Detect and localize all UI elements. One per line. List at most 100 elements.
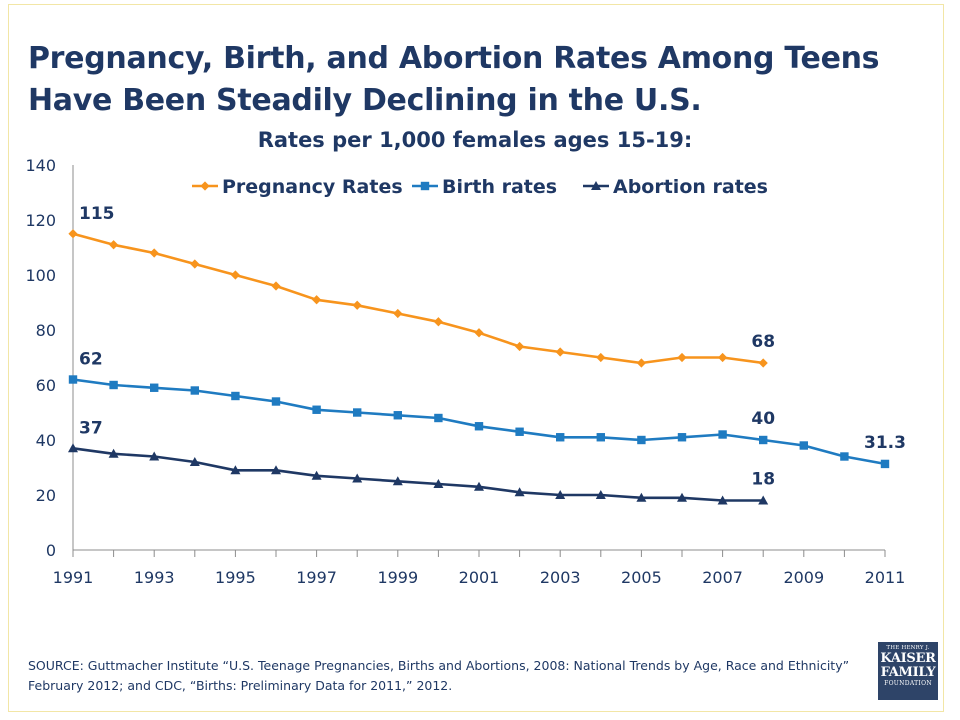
birth-rates-point xyxy=(596,433,605,442)
data-label: 62 xyxy=(79,350,103,370)
chart-subtitle: Rates per 1,000 females ages 15-19: xyxy=(257,128,693,152)
y-tick-label: 80 xyxy=(36,321,56,340)
birth-rates-point xyxy=(109,380,118,390)
y-tick-label: 100 xyxy=(25,266,56,285)
pregnancy-rates-line xyxy=(72,232,764,365)
logo-line-2: KAISER xyxy=(880,651,936,666)
pregnancy-rates-point xyxy=(149,248,159,258)
birth-rates-point xyxy=(799,441,808,450)
y-tick-label: 20 xyxy=(36,486,56,505)
abortion-rates-point xyxy=(149,451,160,461)
abortion-rates-point xyxy=(758,495,769,505)
pregnancy-rates-point xyxy=(433,317,443,327)
birth-rates-point xyxy=(718,430,727,439)
source-note: SOURCE: Guttmacher Institute “U.S. Teena… xyxy=(28,656,878,696)
pregnancy-rates-point xyxy=(312,295,322,305)
x-tick-label: 1995 xyxy=(215,568,256,587)
data-label: 68 xyxy=(751,332,775,352)
y-tick-label: 0 xyxy=(46,541,56,560)
legend-pregnancy-rates-label: Pregnancy Rates xyxy=(222,176,403,198)
pregnancy-rates-point xyxy=(596,352,606,363)
abortion-rates-point xyxy=(636,492,647,502)
abortion-rates-point xyxy=(230,465,241,475)
birth-rates-point xyxy=(434,413,443,423)
birth-rates-point xyxy=(474,422,484,431)
legend-birth-rates-marker xyxy=(420,181,430,191)
kaiser-family-foundation-logo: THE HENRY J. KAISER FAMILY FOUNDATION xyxy=(878,642,938,700)
abortion-rates-point xyxy=(311,470,322,480)
x-tick-label: 1999 xyxy=(377,568,418,587)
pregnancy-rates-point xyxy=(109,240,119,250)
abortion-rates-point xyxy=(68,443,78,453)
abortion-rates-point xyxy=(595,490,606,499)
abortion-rates-point xyxy=(352,473,363,483)
birth-rates-point xyxy=(677,433,687,442)
y-tick-label: 120 xyxy=(25,211,56,230)
pregnancy-rates-point xyxy=(271,281,281,291)
birth-rates-point xyxy=(68,375,78,384)
data-label: 115 xyxy=(79,204,115,224)
abortion-rates-point xyxy=(514,487,525,497)
x-tick-label: 1991 xyxy=(53,568,94,587)
pregnancy-rates-point xyxy=(68,229,78,239)
birth-rates-point xyxy=(637,435,646,445)
data-label: 37 xyxy=(79,418,103,438)
line-chart: 0 20 40 60 80 100 120 140 1991 1993 1995 1997 1999 20… xyxy=(25,156,906,587)
slide-frame xyxy=(8,4,944,712)
y-tick-label: 60 xyxy=(36,376,56,395)
legend-abortion-rates-marker xyxy=(591,181,601,190)
birth-rates-point xyxy=(190,386,199,395)
abortion-rates-point xyxy=(108,448,119,458)
slide-title: Pregnancy, Birth, and Abortion Rates Amo… xyxy=(28,41,880,118)
legend-abortion-rates-label: Abortion rates xyxy=(613,176,768,198)
x-tick-label: 2003 xyxy=(540,568,581,587)
x-tick-label: 1997 xyxy=(296,568,337,587)
birth-rates-point xyxy=(880,459,890,469)
y-tick-label: 40 xyxy=(36,431,56,450)
logo-line-1: THE HENRY J. xyxy=(886,645,930,651)
legend-birth-rates-label: Birth rates xyxy=(442,176,557,198)
abortion-rates-point xyxy=(392,476,403,486)
pregnancy-rates-point xyxy=(677,352,687,363)
data-label: 18 xyxy=(751,470,775,490)
pregnancy-rates-point xyxy=(474,328,484,338)
source-line-1: SOURCE: Guttmacher Institute “U.S. Teena… xyxy=(28,658,850,673)
x-tick-label: 2005 xyxy=(621,568,662,587)
pregnancy-rates-point xyxy=(718,352,728,363)
pregnancy-rates-point xyxy=(636,358,646,368)
pregnancy-rates-point xyxy=(758,358,768,368)
x-tick-label: 2011 xyxy=(865,568,906,587)
abortion-rates-point xyxy=(677,492,687,502)
pregnancy-rates-point xyxy=(515,341,525,352)
pregnancy-rates-point xyxy=(352,300,362,310)
birth-rates-point xyxy=(840,452,849,461)
abortion-rates-point xyxy=(189,457,200,466)
abortion-rates-point xyxy=(474,481,484,491)
source-line-2: February 2012; and CDC, “Births: Prelimi… xyxy=(28,678,453,693)
abortion-rates-point xyxy=(717,495,728,505)
abortion-rates-point xyxy=(271,465,281,475)
pregnancy-rates-point xyxy=(230,270,240,280)
birth-rates-point xyxy=(312,405,321,414)
birth-rates-point xyxy=(353,408,362,417)
birth-rates-point xyxy=(231,391,240,401)
x-tick-label: 2001 xyxy=(459,568,500,587)
abortion-rates-point xyxy=(433,479,444,488)
data-label: 31.3 xyxy=(864,433,906,453)
x-tick-label: 2007 xyxy=(702,568,743,587)
logo-line-3: FAMILY xyxy=(880,665,936,680)
birth-rates-point xyxy=(271,397,281,406)
abortion-rates-line xyxy=(72,447,764,502)
logo-line-4: FOUNDATION xyxy=(884,680,932,687)
birth-rates-point xyxy=(515,427,524,436)
legend-pregnancy-rates-marker xyxy=(200,181,210,191)
birth-rates-point xyxy=(556,433,565,442)
y-tick-label: 140 xyxy=(25,156,56,175)
birth-rates-point xyxy=(759,435,768,445)
abortion-rates-point xyxy=(555,490,566,499)
x-tick-label: 2009 xyxy=(783,568,824,587)
x-tick-label: 1993 xyxy=(134,568,175,587)
pregnancy-rates-point xyxy=(555,347,565,357)
birth-rates-point xyxy=(150,383,159,392)
birth-rates-point xyxy=(393,411,402,420)
